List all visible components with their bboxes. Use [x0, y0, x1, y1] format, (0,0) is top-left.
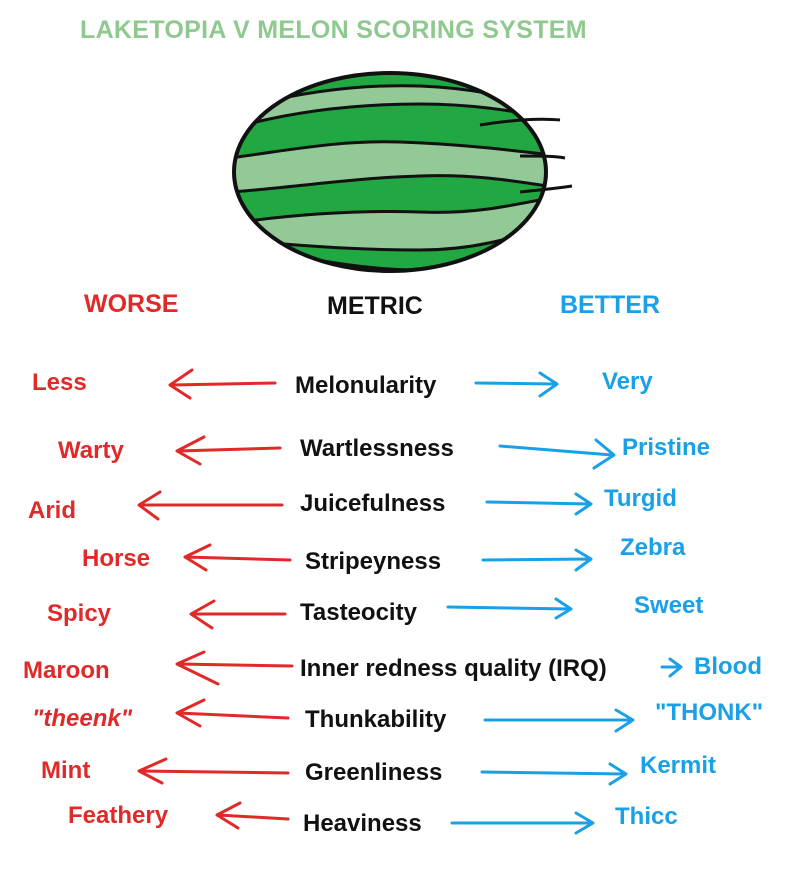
- right-arrow-icon: [660, 657, 683, 678]
- diagram-title: LAKETOPIA V MELON SCORING SYSTEM: [80, 16, 587, 44]
- metric-label: Juicefulness: [300, 490, 446, 517]
- worse-label: Mint: [41, 757, 91, 784]
- metric-header: METRIC: [327, 292, 423, 320]
- left-arrow-icon: [137, 757, 290, 785]
- better-label: Zebra: [620, 534, 686, 561]
- right-arrow-icon: [483, 708, 635, 733]
- left-arrow-icon: [183, 543, 292, 572]
- better-label: Turgid: [604, 485, 677, 512]
- metric-label: Melonularity: [295, 372, 437, 399]
- right-arrow-icon: [481, 548, 593, 572]
- right-arrow-icon: [446, 597, 573, 620]
- right-arrow-icon: [498, 438, 616, 470]
- left-arrow-icon: [175, 435, 282, 466]
- better-label: Kermit: [640, 752, 717, 779]
- right-arrow-icon: [450, 811, 595, 835]
- left-arrow-icon: [175, 698, 290, 728]
- worse-arrows: [137, 368, 294, 830]
- metric-label: Stripeyness: [305, 548, 442, 575]
- metric-label: Greenliness: [305, 759, 443, 786]
- better-label: Pristine: [622, 434, 711, 461]
- metric-label: Heaviness: [303, 810, 422, 837]
- worse-label: "theenk": [32, 705, 133, 732]
- better-header: BETTER: [560, 291, 660, 319]
- worse-label: Maroon: [23, 657, 110, 684]
- watermelon-icon: [232, 71, 573, 273]
- worse-label: Spicy: [47, 600, 112, 627]
- right-arrow-icon: [480, 762, 628, 786]
- worse-label: Horse: [82, 545, 151, 572]
- worse-header: WORSE: [84, 290, 179, 318]
- left-arrow-icon: [137, 490, 284, 521]
- metric-label: Wartlessness: [300, 435, 454, 462]
- right-arrow-icon: [485, 492, 593, 516]
- better-arrows: [446, 371, 683, 835]
- better-label: Thicc: [615, 803, 678, 830]
- better-label: Very: [602, 368, 653, 395]
- better-label: Sweet: [634, 592, 704, 619]
- left-arrow-icon: [168, 368, 277, 400]
- worse-label: Arid: [28, 497, 76, 524]
- metric-label: Tasteocity: [300, 599, 417, 626]
- left-arrow-icon: [175, 650, 294, 686]
- better-label: Blood: [694, 653, 762, 680]
- better-label: "THONK": [655, 699, 764, 726]
- worse-label: Feathery: [68, 802, 169, 829]
- left-arrow-icon: [189, 599, 287, 630]
- right-arrow-icon: [474, 371, 559, 398]
- metric-label: Thunkability: [305, 706, 447, 733]
- worse-label: Less: [32, 369, 87, 396]
- metric-label: Inner redness quality (IRQ): [300, 655, 607, 682]
- worse-label: Warty: [58, 437, 124, 464]
- left-arrow-icon: [215, 801, 290, 830]
